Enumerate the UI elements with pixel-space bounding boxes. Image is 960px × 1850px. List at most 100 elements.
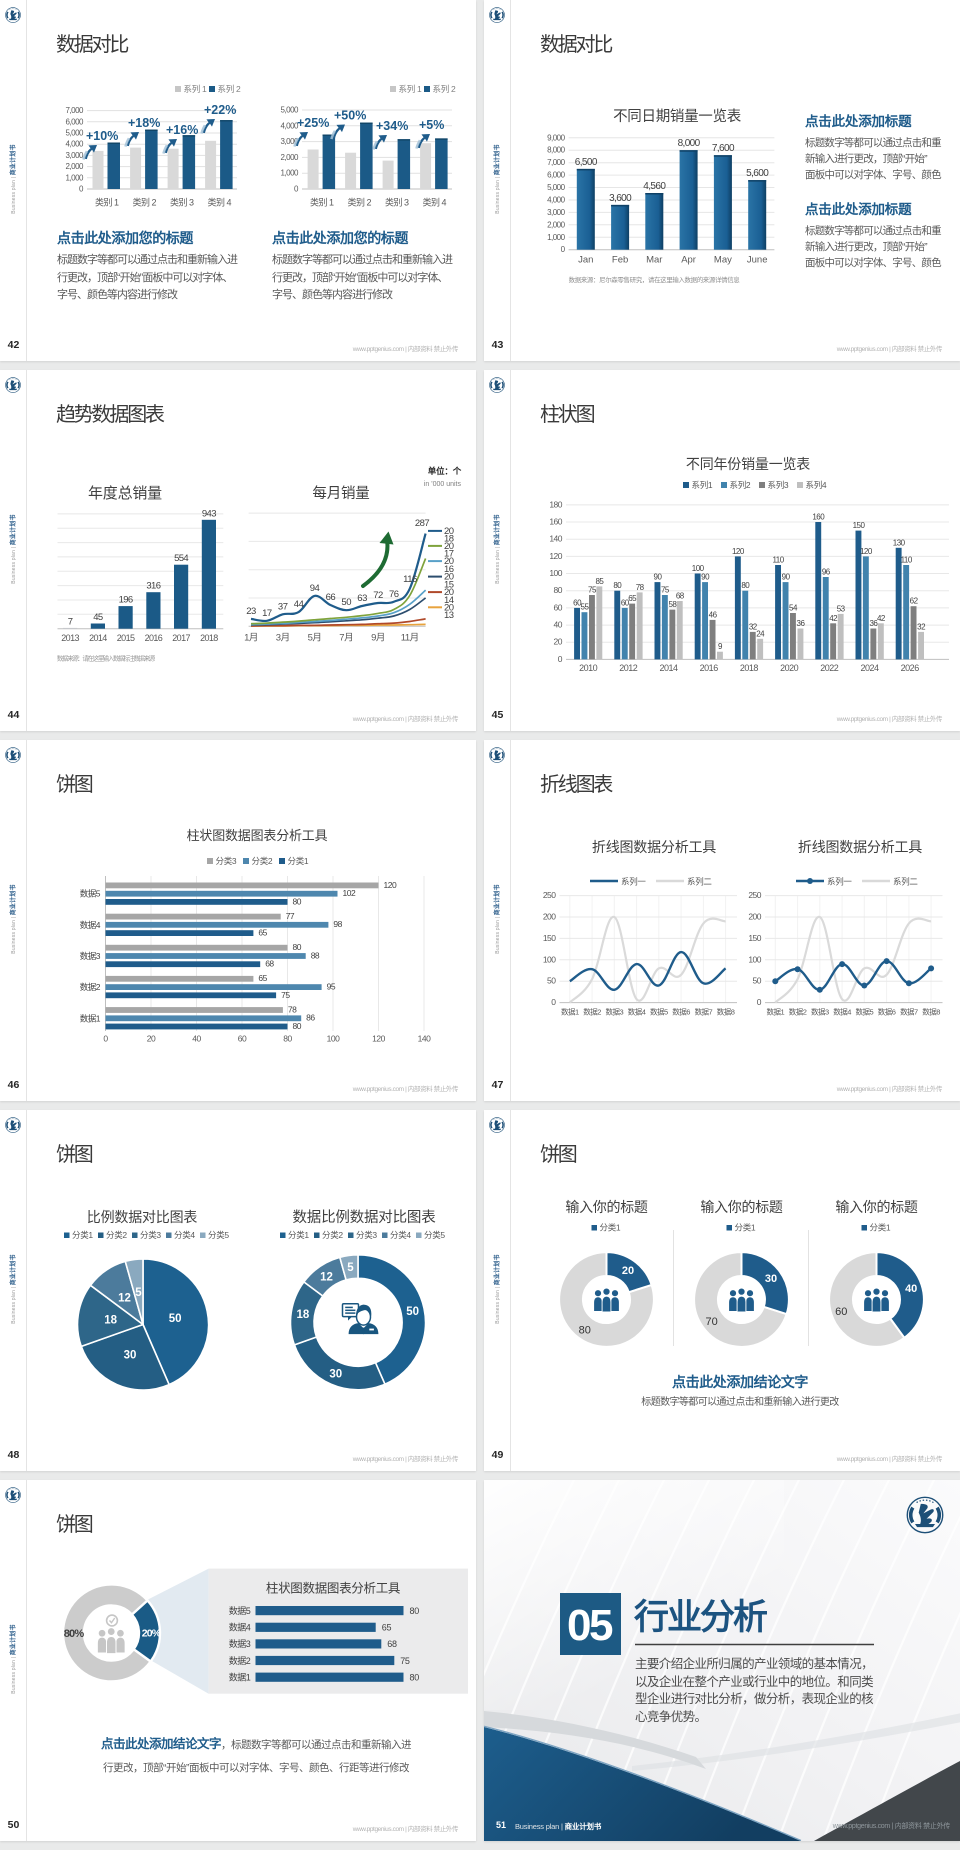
svg-text:系列二: 系列二 <box>893 877 918 887</box>
svg-text:系列二: 系列二 <box>687 877 712 887</box>
svg-text:140: 140 <box>418 1034 431 1044</box>
svg-text:20: 20 <box>444 602 454 613</box>
svg-text:+16%: +16% <box>166 123 198 137</box>
svg-text:77: 77 <box>286 911 295 921</box>
svg-text:5: 5 <box>347 1262 354 1274</box>
svg-text:120: 120 <box>549 551 562 561</box>
svg-text:类别 2: 类别 2 <box>347 197 371 208</box>
svg-text:分类5: 分类5 <box>208 1230 229 1240</box>
svg-text:2,000: 2,000 <box>280 153 299 162</box>
svg-text:100: 100 <box>327 1034 340 1044</box>
svg-text:80: 80 <box>741 581 750 590</box>
svg-text:200: 200 <box>748 912 761 922</box>
svg-text:数据6: 数据6 <box>878 1007 896 1017</box>
svg-text:5,000: 5,000 <box>547 183 566 192</box>
svg-text:12: 12 <box>118 1293 131 1305</box>
svg-text:2024: 2024 <box>860 663 879 673</box>
svg-text:3,000: 3,000 <box>65 151 84 160</box>
svg-text:50: 50 <box>753 976 762 986</box>
svg-text:75: 75 <box>400 1656 410 1666</box>
svg-text:88: 88 <box>311 950 320 960</box>
svg-text:120: 120 <box>372 1034 385 1044</box>
svg-text:20%: 20% <box>142 1628 162 1640</box>
svg-text:in '000 units: in '000 units <box>424 481 462 488</box>
svg-text:96: 96 <box>822 568 831 577</box>
svg-text:2014: 2014 <box>659 663 678 673</box>
svg-text:7,000: 7,000 <box>65 106 84 115</box>
svg-text:20: 20 <box>444 541 454 552</box>
svg-text:Apr: Apr <box>681 255 696 266</box>
svg-text:数据来源：尼尔森零售研究，请在这里输入数据的来源详情信息: 数据来源：尼尔森零售研究，请在这里输入数据的来源详情信息 <box>569 275 741 284</box>
svg-text:70: 70 <box>705 1316 717 1328</box>
svg-text:120: 120 <box>860 547 873 556</box>
svg-text:May: May <box>714 255 732 266</box>
svg-text:数据1: 数据1 <box>229 1671 251 1682</box>
svg-text:140: 140 <box>549 534 562 544</box>
svg-text:输入你的标题: 输入你的标题 <box>700 1199 782 1215</box>
svg-text:行业分析: 行业分析 <box>634 1598 768 1637</box>
svg-text:68: 68 <box>387 1639 397 1649</box>
svg-text:80: 80 <box>293 896 302 906</box>
svg-text:1,000: 1,000 <box>547 233 566 242</box>
svg-text:24: 24 <box>756 629 765 638</box>
svg-text:1,000: 1,000 <box>65 173 84 182</box>
svg-text:72: 72 <box>373 590 383 601</box>
svg-text:40: 40 <box>192 1034 201 1044</box>
svg-text:数据4: 数据4 <box>229 1622 251 1633</box>
svg-text:数据1: 数据1 <box>561 1007 579 1017</box>
svg-text:80%: 80% <box>64 1628 85 1640</box>
svg-text:分类1: 分类1 <box>735 1223 756 1233</box>
svg-text:20: 20 <box>444 556 454 567</box>
svg-text:90: 90 <box>782 573 791 582</box>
svg-text:类别 2: 类别 2 <box>132 197 156 208</box>
svg-text:150: 150 <box>543 933 556 943</box>
svg-text:数据5: 数据5 <box>855 1007 873 1017</box>
svg-text:130: 130 <box>893 538 906 547</box>
svg-text:42: 42 <box>829 614 838 623</box>
svg-text:数据2: 数据2 <box>80 982 101 992</box>
svg-text:80: 80 <box>579 1324 591 1336</box>
svg-text:80: 80 <box>283 1034 292 1044</box>
svg-text:60: 60 <box>573 598 582 607</box>
svg-text:40: 40 <box>554 620 563 630</box>
svg-text:12: 12 <box>320 1271 333 1283</box>
svg-text:75: 75 <box>588 586 597 595</box>
svg-text:943: 943 <box>202 508 216 519</box>
svg-text:94: 94 <box>310 583 320 594</box>
svg-text:17: 17 <box>262 608 272 619</box>
svg-text:2012: 2012 <box>619 663 638 673</box>
svg-text:36: 36 <box>869 619 878 628</box>
svg-text:数据4: 数据4 <box>80 920 101 930</box>
svg-text:数据3: 数据3 <box>80 951 101 961</box>
svg-text:1月: 1月 <box>244 632 258 643</box>
svg-text:June: June <box>747 255 768 266</box>
svg-text:类别 1: 类别 1 <box>95 197 119 208</box>
svg-text:数据8: 数据8 <box>922 1007 940 1017</box>
svg-text:65: 65 <box>258 928 267 938</box>
svg-text:160: 160 <box>812 513 825 522</box>
svg-text:180: 180 <box>549 499 562 509</box>
svg-text:系列 1: 系列 1 <box>399 84 422 94</box>
svg-text:58: 58 <box>668 600 677 609</box>
svg-text:55: 55 <box>581 603 590 612</box>
svg-text:数据7: 数据7 <box>900 1007 918 1017</box>
svg-text:不同日期销量一览表: 不同日期销量一览表 <box>613 108 742 125</box>
svg-text:输入你的标题: 输入你的标题 <box>835 1199 917 1215</box>
svg-text:数据3: 数据3 <box>229 1638 251 1649</box>
svg-text:16: 16 <box>444 564 454 575</box>
svg-text:65: 65 <box>258 973 267 983</box>
svg-text:系列1: 系列1 <box>692 480 713 490</box>
svg-text:2014: 2014 <box>89 633 107 643</box>
svg-text:110: 110 <box>772 556 784 565</box>
svg-text:110: 110 <box>901 556 913 565</box>
svg-text:7,000: 7,000 <box>547 158 566 167</box>
svg-text:30: 30 <box>765 1273 777 1285</box>
svg-text:+10%: +10% <box>86 129 118 143</box>
svg-text:2015: 2015 <box>117 633 135 643</box>
svg-text:54: 54 <box>789 604 798 613</box>
svg-text:76: 76 <box>389 589 399 600</box>
svg-text:60: 60 <box>238 1034 247 1044</box>
svg-text:13: 13 <box>444 610 454 621</box>
svg-text:系列4: 系列4 <box>806 480 827 490</box>
svg-text:7月: 7月 <box>339 632 353 643</box>
